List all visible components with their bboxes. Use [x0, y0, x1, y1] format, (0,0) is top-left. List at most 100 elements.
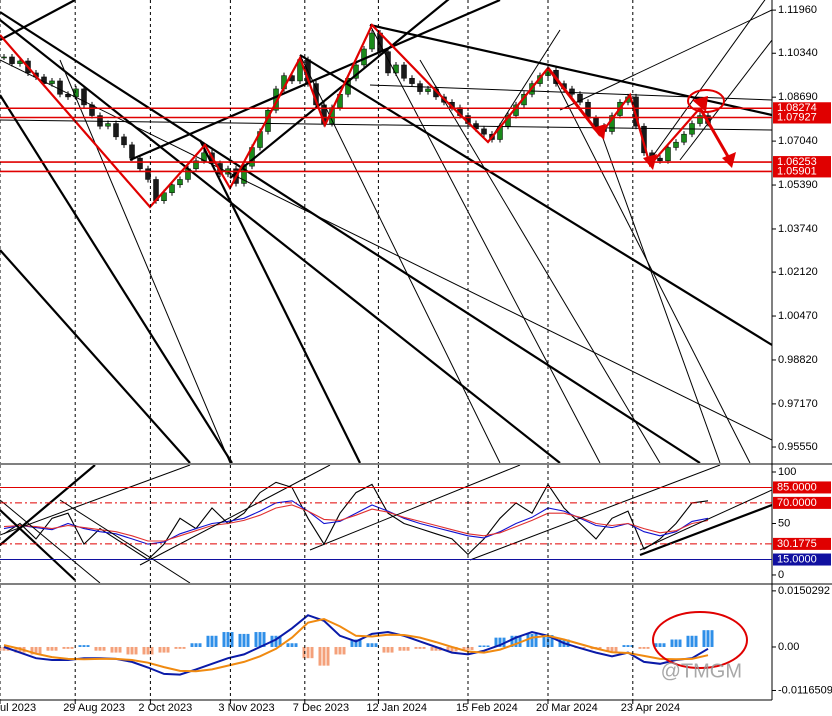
histogram-bar [454, 646, 458, 652]
histogram-bar [190, 643, 194, 647]
x-tick-label: 2 Oct 2023 [138, 702, 192, 714]
y-tick-label: 0.98820 [778, 354, 818, 366]
histogram-bar [542, 635, 546, 647]
y-tick-label: 0.00 [778, 641, 799, 653]
histogram-bar [222, 632, 226, 647]
histogram-bar [130, 646, 134, 655]
histogram-bar [198, 643, 202, 647]
candle [113, 123, 119, 138]
price-annotations [0, 23, 736, 209]
candle [137, 157, 143, 170]
histogram-bar [274, 635, 278, 647]
histogram-bar [302, 646, 306, 659]
histogram-bar [710, 630, 714, 647]
candle [593, 117, 599, 127]
candle [633, 96, 639, 127]
histogram-bar [82, 645, 86, 647]
x-tick-label: 29 Aug 2023 [63, 702, 125, 714]
histogram-bar [354, 639, 358, 647]
histogram-bar [422, 646, 426, 649]
histogram-bar [402, 646, 406, 651]
histogram-bar [242, 633, 246, 647]
histogram-bar [622, 645, 626, 647]
level-label-box [773, 102, 831, 115]
histogram-bar [690, 635, 694, 647]
level-label-box [773, 165, 831, 178]
histogram-bar [350, 639, 354, 647]
y-tick-label: 100 [778, 466, 796, 478]
level-label: 15.0000 [777, 553, 817, 565]
histogram-bar [310, 646, 314, 659]
candle [697, 115, 703, 124]
x-tick-label: ul 2023 [0, 702, 36, 714]
level-label: 1.07927 [777, 111, 817, 123]
level-label-box [773, 156, 831, 169]
y-tick-label: -0.0116509 [778, 684, 832, 696]
histogram-bar [706, 630, 710, 647]
histogram-bar [534, 633, 538, 647]
histogram-bar [162, 646, 166, 653]
histogram-bar [0, 646, 2, 651]
x-tick-label: 3 Nov 2023 [218, 702, 274, 714]
histogram-bar [94, 646, 98, 651]
level-label: 1.08274 [777, 102, 817, 114]
histogram-bar [558, 639, 562, 647]
histogram-bar [178, 646, 182, 649]
x-tick-label: 20 Mar 2024 [536, 702, 598, 714]
histogram-bar [294, 643, 298, 647]
y-tick-label: 0.0150292 [778, 585, 830, 597]
histogram-bar [430, 646, 434, 651]
histogram-bar [158, 646, 162, 653]
histogram-bar [606, 646, 610, 652]
candle [1, 56, 7, 59]
histogram-bar [418, 646, 422, 649]
series-line [3, 500, 709, 545]
candle [657, 157, 663, 162]
histogram-bar [482, 645, 486, 647]
histogram-bar [46, 646, 50, 651]
histogram-bar [498, 637, 502, 647]
histogram-bar [326, 646, 330, 666]
histogram-bar [386, 646, 390, 653]
series-line [3, 504, 709, 542]
y-tick-label: 1.07040 [778, 135, 818, 147]
histogram-bar [662, 643, 666, 647]
histogram-bar [494, 637, 498, 647]
candle [49, 80, 55, 84]
y-tick-label: 1.08690 [778, 91, 818, 103]
histogram-bar [686, 635, 690, 647]
y-tick-label: 1.00470 [778, 310, 818, 322]
histogram-bar [370, 643, 374, 647]
y-tick-label: 0.97170 [778, 398, 818, 410]
histogram-bar [54, 646, 58, 651]
level-label: 30.1775 [777, 538, 817, 550]
histogram-bar [530, 633, 534, 647]
histogram-bar [214, 635, 218, 647]
histogram-bar [398, 646, 402, 651]
series-line [3, 617, 709, 673]
histogram-bar [30, 646, 34, 655]
x-tick-label: 23 Apr 2024 [621, 702, 680, 714]
histogram-bar [150, 646, 154, 655]
y-tick-label: 1.10340 [778, 47, 818, 59]
level-label: 1.06253 [777, 156, 817, 168]
histogram-bar [374, 643, 378, 647]
histogram-bar [66, 646, 70, 649]
candle [385, 51, 391, 74]
histogram-bar [626, 645, 630, 647]
y-tick-label: 1.05390 [778, 179, 818, 191]
histogram-bar [470, 646, 474, 650]
candle [577, 94, 583, 103]
x-tick-label: 15 Feb 2024 [456, 702, 518, 714]
level-label-box [773, 496, 831, 509]
y-tick-label: 50 [778, 517, 790, 529]
histogram-bar [262, 632, 266, 647]
oscillator-trend-lines [0, 465, 772, 583]
histogram-bar [638, 646, 642, 649]
candle [409, 78, 415, 84]
level-label: 1.05901 [777, 165, 817, 177]
candle [369, 32, 375, 50]
y-tick-label: 1.03740 [778, 223, 818, 235]
histogram-bar [322, 646, 326, 666]
macd-highlight [652, 611, 748, 669]
